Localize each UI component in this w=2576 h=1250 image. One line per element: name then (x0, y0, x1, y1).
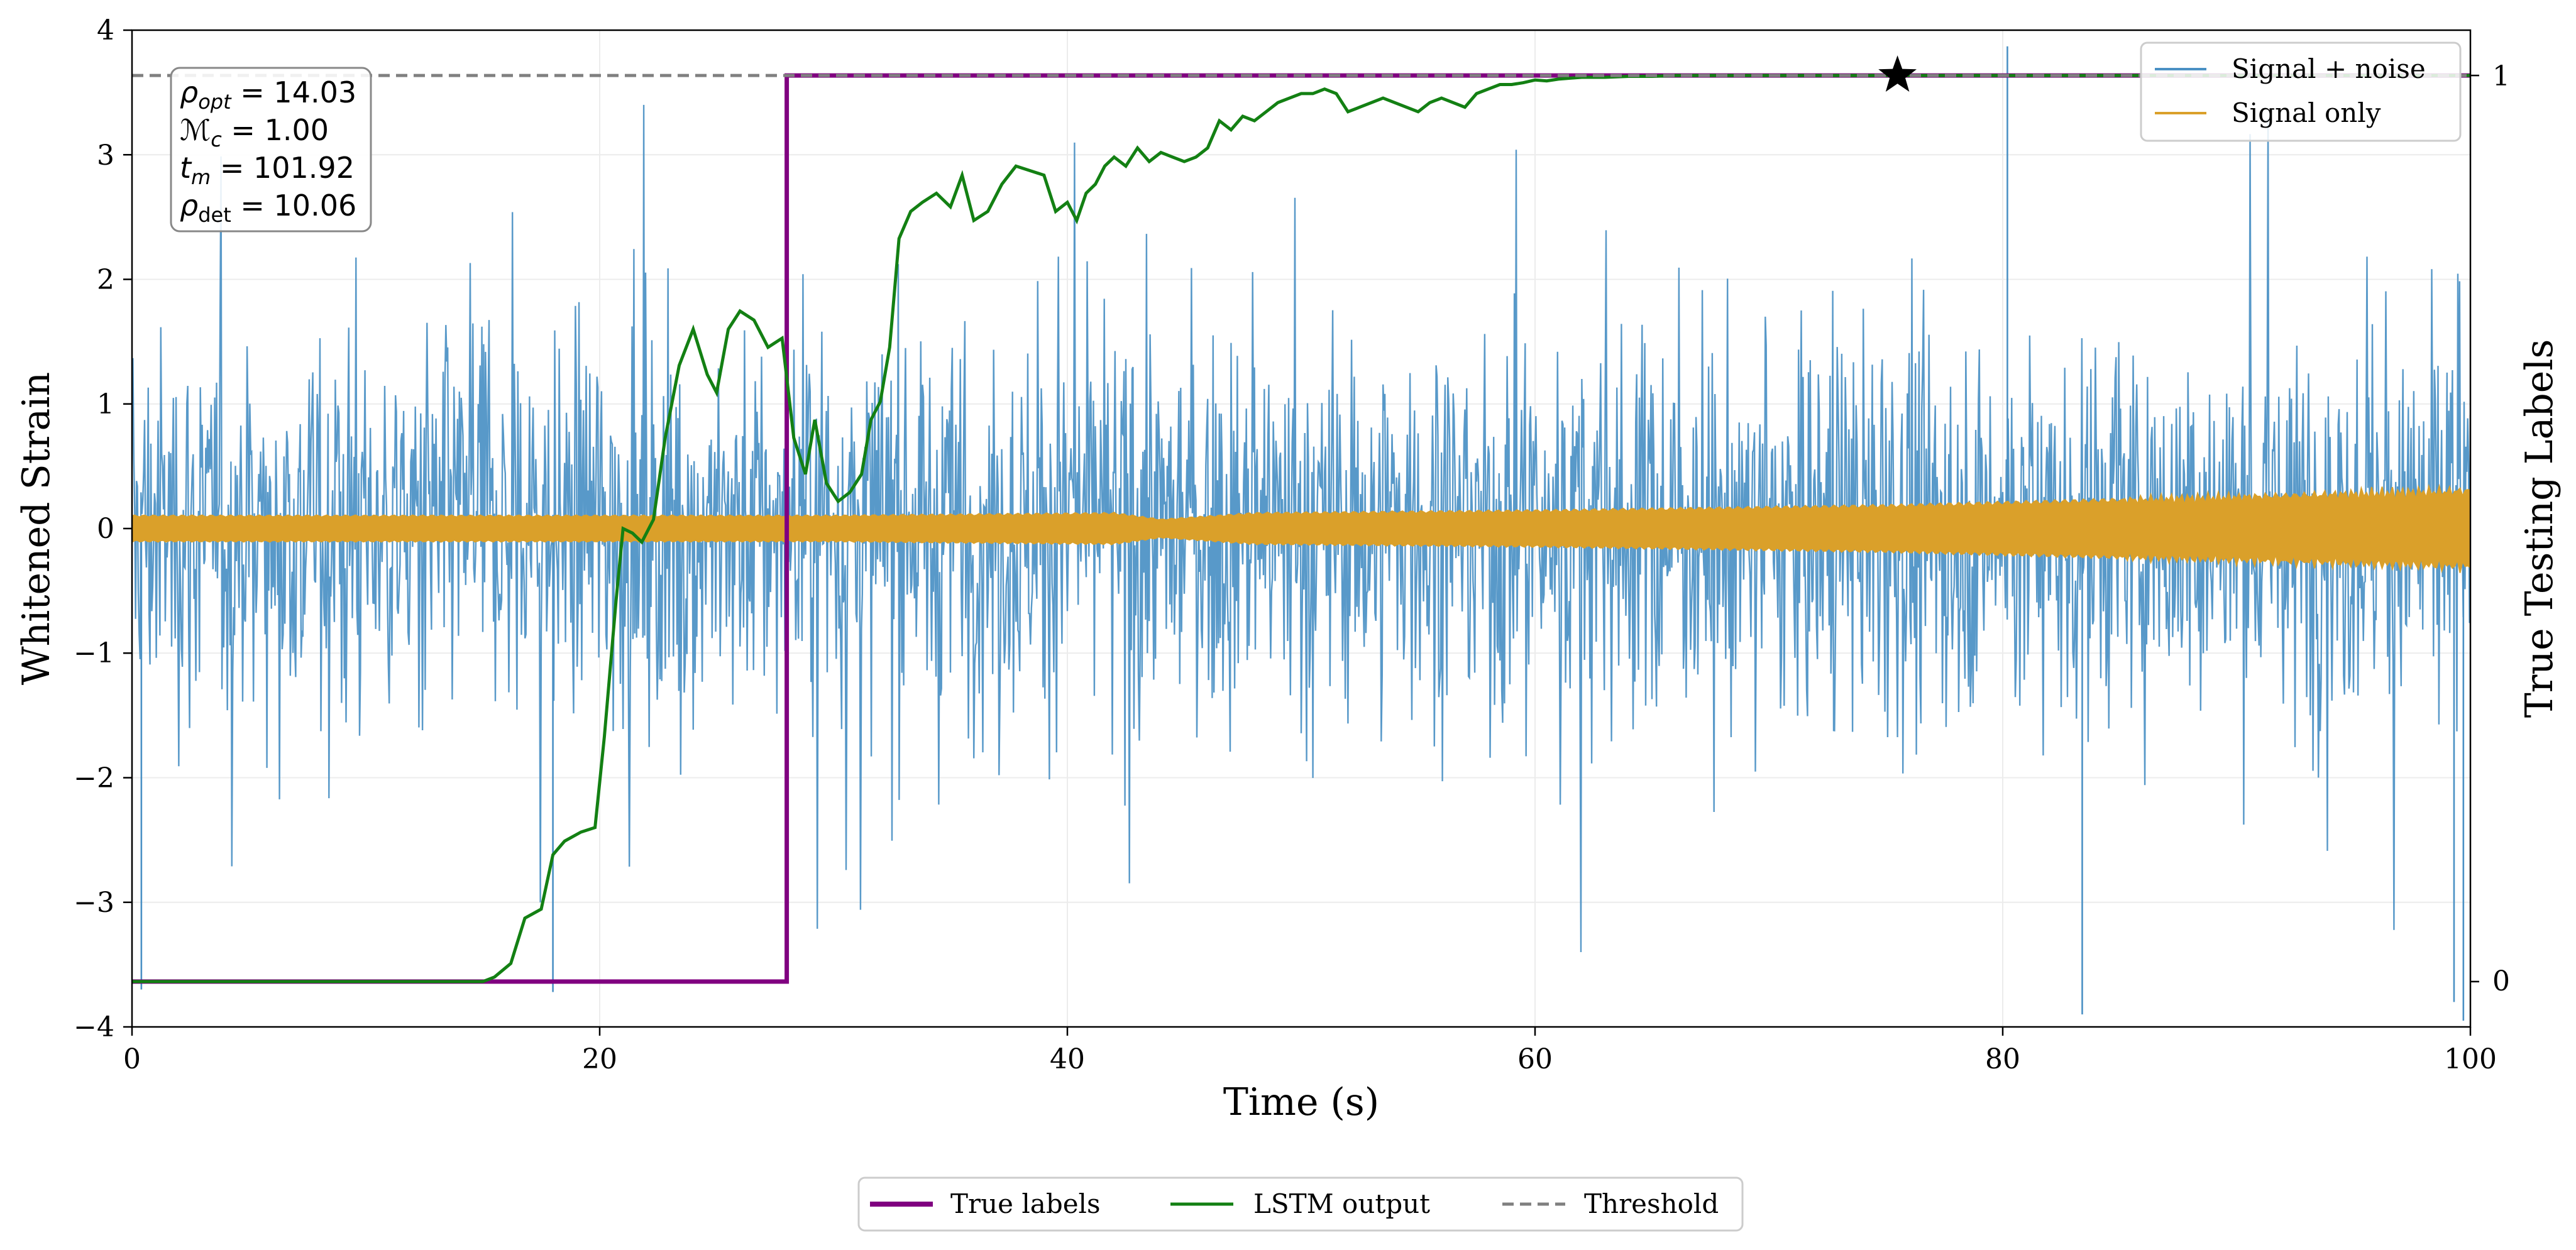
y-tick-label: 2 (97, 264, 114, 296)
signal-only-band (132, 483, 2470, 574)
y-tick-label: −2 (74, 762, 114, 794)
x-tick-label: 20 (582, 1043, 617, 1075)
y-right-tick-label: 1 (2492, 60, 2510, 92)
y-tick-label: 3 (97, 140, 114, 172)
y-tick-label: −1 (74, 637, 114, 669)
x-tick-label: 40 (1050, 1043, 1085, 1075)
y-axis-title: Whitened Strain (14, 372, 58, 685)
upper-legend: Signal + noise Signal only (2140, 41, 2462, 142)
legend-label-signal-noise: Signal + noise (2232, 53, 2426, 84)
y-tick-label: 4 (97, 14, 114, 47)
x-tick-label: 100 (2444, 1043, 2497, 1075)
merger-time-label: tm = 101.92 (180, 151, 355, 189)
chirp-mass-label: ℳc = 1.00 (180, 113, 329, 151)
x-axis-title: Time (s) (1223, 1080, 1379, 1124)
legend-label-true-labels: True labels (950, 1188, 1101, 1219)
detection-star-marker (1878, 55, 1917, 92)
legend-label-threshold: Threshold (1584, 1188, 1719, 1219)
legend-label-lstm-output: LSTM output (1253, 1188, 1430, 1219)
y-right-tick-label: 0 (2492, 965, 2510, 997)
rho-opt-label: ρopt = 14.03 (180, 75, 356, 114)
label-series (132, 73, 2470, 984)
lower-legend: True labels LSTM output Threshold (857, 1176, 1744, 1232)
legend-label-signal-only: Signal only (2232, 97, 2381, 128)
rho-det-label: ρdet = 10.06 (180, 189, 356, 227)
y-tick-label: −4 (74, 1011, 114, 1043)
parameter-box: ρopt = 14.03 ℳc = 1.00 tm = 101.92 ρdet … (170, 67, 372, 233)
y-tick-label: 0 (97, 513, 114, 545)
x-tick-label: 60 (1517, 1043, 1553, 1075)
axis-ticks (123, 29, 2479, 1036)
x-tick-label: 80 (1985, 1043, 2020, 1075)
y-right-axis-title: True Testing Labels (2518, 339, 2562, 718)
y-tick-label: −3 (74, 887, 114, 919)
signal-only-series (132, 483, 2470, 574)
x-tick-label: 0 (123, 1043, 141, 1075)
lstm-output-line (132, 74, 2470, 984)
y-tick-label: 1 (97, 388, 114, 420)
